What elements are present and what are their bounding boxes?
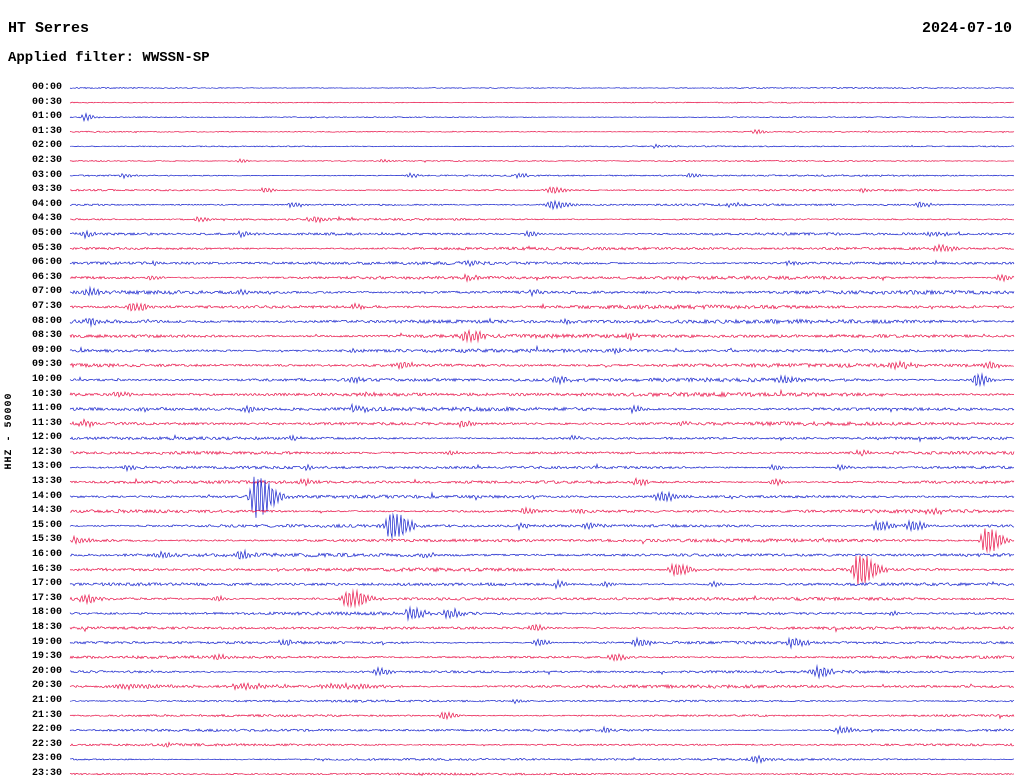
time-label: 13:00 — [31, 461, 62, 473]
time-label: 16:00 — [31, 549, 62, 561]
time-label: 11:00 — [31, 403, 62, 415]
time-label: 23:00 — [31, 753, 62, 765]
time-label: 01:30 — [31, 125, 62, 137]
applied-filter-label: Applied filter: WWSSN-SP — [8, 50, 210, 66]
time-label: 02:30 — [31, 154, 62, 166]
time-label: 02:00 — [31, 140, 62, 152]
time-label: 16:30 — [31, 563, 62, 575]
time-label: 03:30 — [31, 184, 62, 196]
time-label: 18:00 — [31, 607, 62, 619]
time-label: 15:00 — [31, 519, 62, 531]
time-label: 00:30 — [31, 96, 62, 108]
time-label: 23:30 — [31, 768, 62, 779]
time-label: 21:00 — [31, 695, 62, 707]
time-label: 12:00 — [31, 432, 62, 444]
time-label: 08:00 — [31, 315, 62, 327]
time-label: 08:30 — [31, 330, 62, 342]
time-label: 17:00 — [31, 578, 62, 590]
time-label: 17:30 — [31, 592, 62, 604]
time-label: 01:00 — [31, 111, 62, 123]
time-label: 00:00 — [31, 82, 62, 93]
time-label: 05:30 — [31, 242, 62, 254]
record-date: 2024-07-10 — [921, 20, 1012, 37]
time-label: 10:30 — [31, 388, 62, 400]
time-label: 04:00 — [31, 198, 62, 210]
time-label: 09:30 — [31, 359, 62, 371]
time-label: 21:30 — [31, 709, 62, 721]
time-label: 12:30 — [31, 446, 62, 458]
time-label: 06:00 — [31, 257, 62, 269]
time-label: 11:30 — [31, 417, 62, 429]
time-label: 15:30 — [31, 534, 62, 546]
time-label: 20:00 — [31, 665, 62, 677]
channel-scale-label: HHZ - 50000 — [4, 392, 15, 470]
time-label: 03:00 — [31, 169, 62, 181]
time-label: 09:00 — [31, 344, 62, 356]
station-name: HT Serres — [8, 20, 90, 37]
time-label: 13:30 — [31, 476, 62, 488]
time-label: 06:30 — [31, 271, 62, 283]
time-label: 19:30 — [31, 651, 62, 663]
time-label: 19:00 — [31, 636, 62, 648]
time-label: 07:00 — [31, 286, 62, 298]
time-label: 14:30 — [31, 505, 62, 517]
time-label: 14:00 — [31, 490, 62, 502]
time-label: 20:30 — [31, 680, 62, 692]
time-label: 22:00 — [31, 724, 62, 736]
time-label: 10:00 — [31, 373, 62, 385]
time-label: 22:30 — [31, 738, 62, 750]
time-label: 05:00 — [31, 227, 62, 239]
time-label: 04:30 — [31, 213, 62, 225]
time-label: 18:30 — [31, 622, 62, 634]
time-label: 07:30 — [31, 300, 62, 312]
